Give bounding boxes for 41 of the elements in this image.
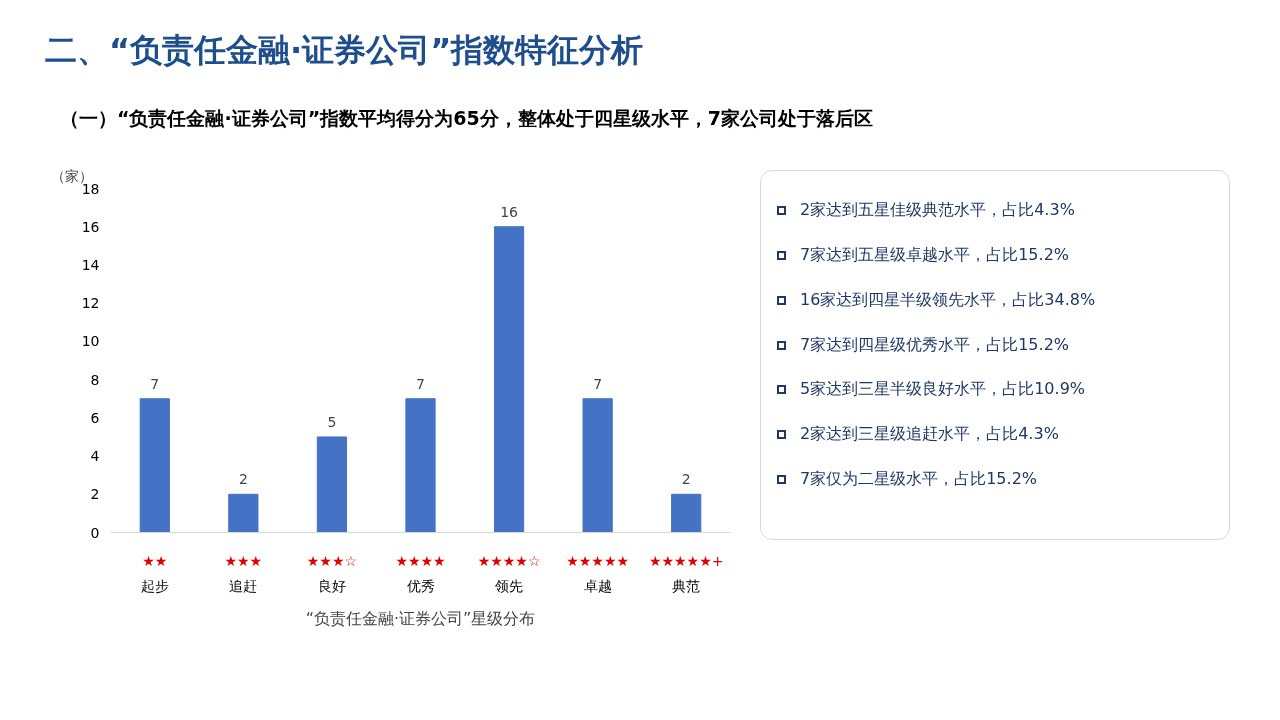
bar — [671, 493, 702, 533]
data-label: 16 — [500, 203, 519, 220]
y-tick-label: 12 — [81, 295, 100, 312]
data-label: 7 — [416, 375, 425, 392]
category-label: ★★★★ 优秀 — [395, 552, 446, 594]
data-label: 7 — [593, 375, 603, 392]
category-label: ★★★★★ 卓越 — [566, 552, 630, 594]
y-tick-label: 14 — [81, 256, 100, 273]
y-tick-label: 0 — [90, 524, 100, 541]
text: 7家仅为二星级水平，占比15.2% — [799, 468, 1038, 491]
text: 16家达到四星半级领先水平，占比34.8% — [799, 288, 1096, 311]
x-axis-title: “负责任金融·证券公司”星级分布 — [305, 608, 536, 628]
category-label: ★★★★★+ 典范 — [648, 552, 724, 594]
data-label: 2 — [238, 471, 248, 488]
y-tick-label: 2 — [90, 486, 100, 503]
text: 7家达到四星级优秀水平，占比15.2% — [799, 333, 1070, 356]
y-tick-label: 16 — [81, 218, 100, 235]
category-label: ★★ 起步 — [140, 552, 169, 594]
category-label: ★★★★☆ 领先 — [477, 552, 541, 594]
text: 7家达到五星级卓越水平，占比15.2% — [799, 243, 1070, 266]
category-label: ★★★ 追赶 — [224, 552, 263, 594]
bar — [405, 398, 436, 533]
category-label: ★★★☆ 良好 — [306, 552, 358, 594]
y-tick-label: 4 — [90, 448, 100, 465]
data-label: 7 — [150, 375, 160, 392]
y-tick-label: 6 — [90, 409, 100, 426]
chart-title: 二、“负责任金融·证券公司”指数特征分析 — [45, 30, 644, 71]
data-label: 5 — [327, 413, 337, 430]
text: 2家达到五星佳级典范水平，占比4.3% — [799, 199, 1076, 221]
text: 2家达到三星级追赶水平，占比4.3% — [799, 423, 1060, 446]
y-tick-label: 10 — [81, 333, 100, 350]
bar — [493, 226, 525, 533]
bar — [582, 398, 613, 533]
data-label: 2 — [681, 471, 691, 488]
chart-subtitle: （一）“负责任金融·证券公司”指数平均得分为65分，整体处于四星级水平，7家公司处于落后区 — [60, 106, 873, 131]
bar — [139, 398, 170, 533]
text: 5家达到三星半级良好水平，占比10.9% — [799, 378, 1086, 401]
y-axis-title: （家） — [50, 167, 93, 184]
bar — [228, 493, 259, 533]
bar — [316, 436, 348, 533]
y-tick-label: 8 — [90, 371, 100, 388]
